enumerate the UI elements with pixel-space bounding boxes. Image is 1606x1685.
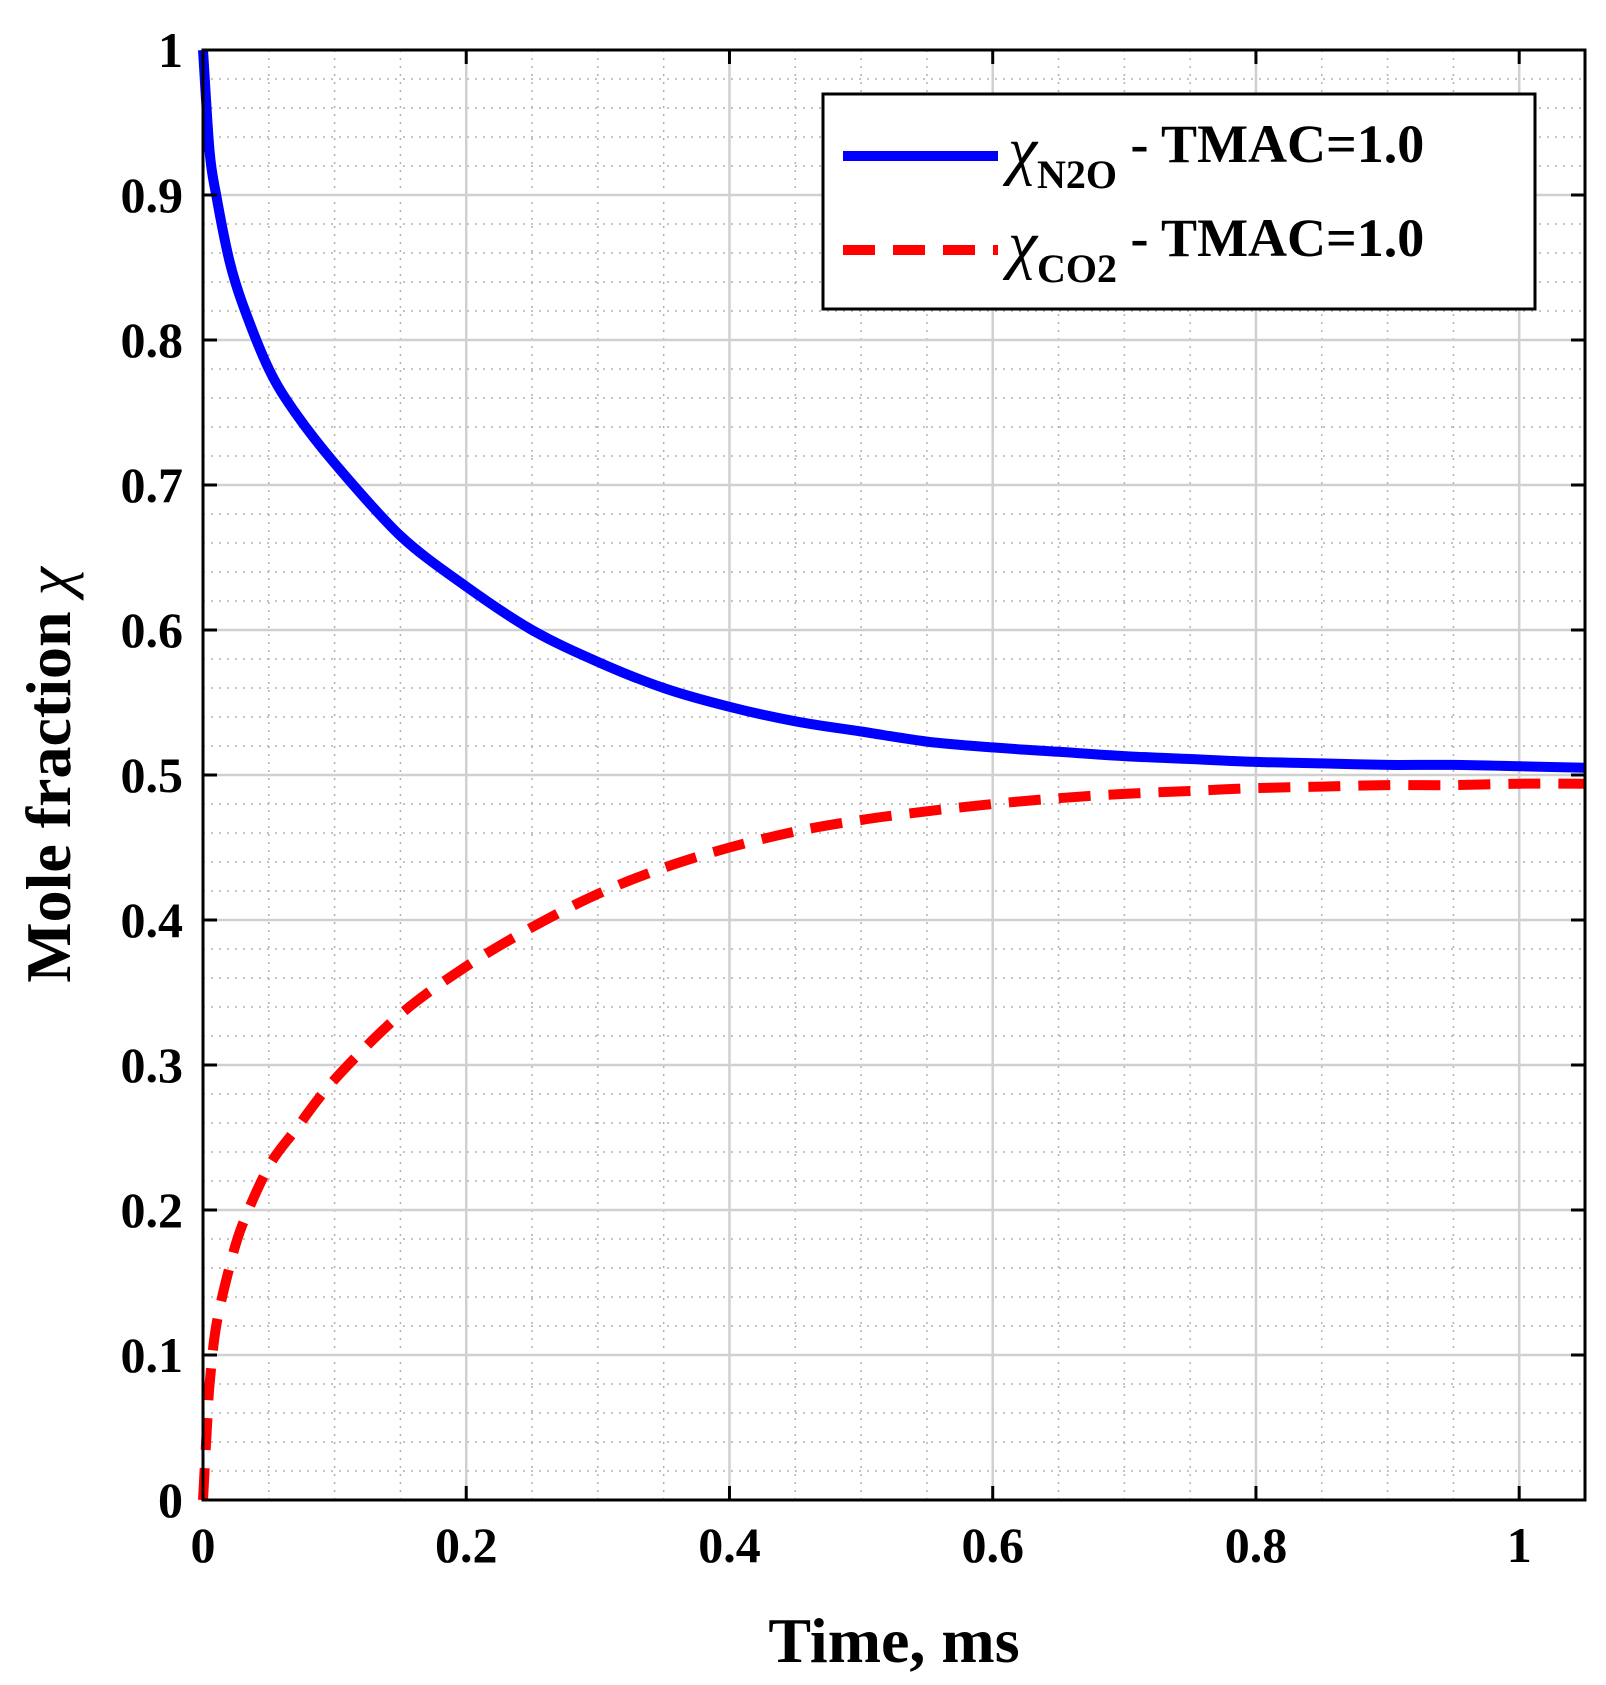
x-axis-title: Time, ms	[768, 1605, 1019, 1676]
y-tick-label: 0	[158, 1472, 183, 1528]
x-tick-label: 0.6	[961, 1517, 1024, 1573]
legend-label-n2o: χN2O - TMAC=1.0	[1002, 114, 1424, 197]
axis-ticks	[201, 48, 1585, 1502]
y-tick-label: 0.2	[121, 1182, 184, 1238]
y-axis-title-symbol: χ	[13, 565, 84, 601]
y-tick-labels: 0 0.1 0.2 0.3 0.4 0.5 0.6 0.7 0.8 0.9 1	[121, 22, 184, 1528]
legend-subscript-n2o: N2O	[1037, 152, 1117, 197]
y-tick-label: 1	[158, 22, 183, 78]
x-tick-label: 0	[191, 1517, 216, 1573]
legend-subscript-co2: CO2	[1037, 246, 1117, 291]
legend-suffix-co2: - TMAC=1.0	[1117, 208, 1424, 268]
y-tick-label: 0.9	[121, 167, 184, 223]
x-tick-label: 0.2	[435, 1517, 498, 1573]
series-line-n2o	[198, 49, 1586, 773]
x-tick-labels: 0 0.2 0.4 0.6 0.8 1	[191, 1517, 1532, 1573]
series-line-co2	[198, 778, 1586, 1501]
x-tick-label: 0.4	[698, 1517, 761, 1573]
legend-symbol-co2: χ	[1002, 208, 1039, 281]
x-tick-label: 0.8	[1225, 1517, 1288, 1573]
legend-label-co2: χCO2 - TMAC=1.0	[1002, 208, 1424, 291]
y-tick-label: 0.6	[121, 602, 184, 658]
legend-suffix-n2o: - TMAC=1.0	[1117, 114, 1424, 174]
legend-symbol-n2o: χ	[1002, 114, 1039, 187]
x-tick-label: 1	[1507, 1517, 1532, 1573]
y-tick-label: 0.3	[121, 1037, 184, 1093]
legend: χN2O - TMAC=1.0 χCO2 - TMAC=1.0	[821, 92, 1537, 311]
y-tick-label: 0.4	[121, 892, 184, 948]
legend-box	[821, 92, 1537, 311]
y-axis-title: Mole fraction χ	[13, 565, 84, 982]
series-layer	[198, 49, 1586, 1501]
major-grid	[203, 50, 1585, 1500]
y-tick-label: 0.7	[121, 457, 184, 513]
y-tick-label: 0.5	[121, 747, 184, 803]
y-tick-label: 0.8	[121, 312, 184, 368]
y-axis-title-text: Mole fraction	[13, 595, 84, 982]
y-tick-label: 0.1	[121, 1327, 184, 1383]
